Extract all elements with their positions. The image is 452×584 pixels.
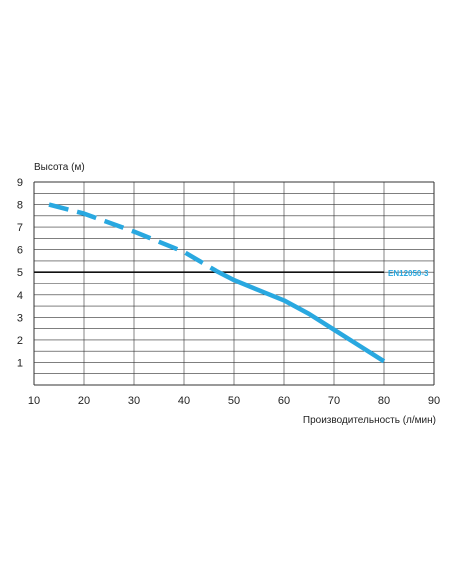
reference-line-label: EN12050-3: [388, 269, 429, 278]
y-tick-labels: 1 2 3 4 5 6 7 8 9: [17, 177, 23, 369]
y-tick-label: 1: [17, 357, 23, 369]
y-tick-label: 2: [17, 335, 23, 347]
x-tick-label: 40: [178, 395, 190, 407]
y-tick-label: 3: [17, 312, 23, 324]
y-tick-label: 8: [17, 200, 23, 212]
x-tick-label: 60: [278, 395, 290, 407]
x-tick-label: 80: [378, 395, 390, 407]
y-tick-label: 7: [17, 222, 23, 234]
curve-group: [48, 202, 386, 364]
x-tick-labels: 10 20 30 40 50 60 70 80 90: [28, 395, 440, 407]
y-tick-label: 5: [17, 267, 23, 279]
y-axis-label: Высота (м): [34, 162, 85, 173]
x-tick-label: 90: [428, 395, 440, 407]
x-tick-label: 50: [228, 395, 240, 407]
y-tick-label: 9: [17, 177, 23, 189]
x-tick-label: 20: [78, 395, 90, 407]
curve-solid: [215, 269, 386, 364]
x-tick-label: 30: [128, 395, 140, 407]
y-tick-label: 6: [17, 245, 23, 257]
curve-dashed: [48, 202, 218, 274]
x-tick-label: 10: [28, 395, 40, 407]
y-tick-label: 4: [17, 290, 23, 302]
x-tick-label: 70: [328, 395, 340, 407]
x-axis-label: Производительность (л/мин): [303, 415, 436, 426]
